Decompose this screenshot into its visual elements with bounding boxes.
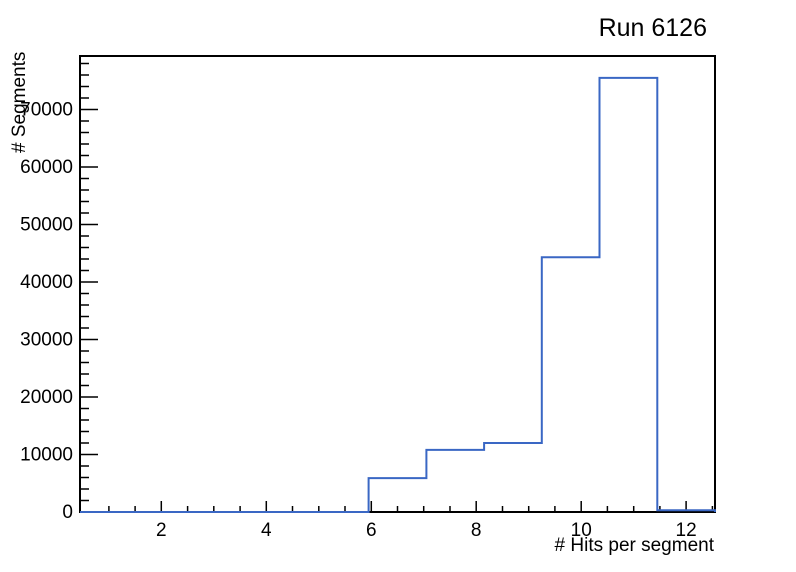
y-tick-label: 30000 [20, 330, 73, 351]
x-tick-label: 12 [676, 520, 697, 541]
plot-frame [79, 55, 716, 513]
histogram-line [80, 76, 716, 513]
x-tick-label: 6 [366, 520, 377, 541]
y-tick-label: 50000 [20, 215, 73, 236]
x-tick-label: 8 [471, 520, 482, 541]
y-tick-label: 20000 [20, 387, 73, 408]
x-axis-title: # Hits per segment [554, 535, 714, 556]
y-tick-label: 0 [62, 502, 73, 523]
y-tick-label: 60000 [20, 157, 73, 178]
x-tick-label: 10 [571, 520, 592, 541]
chart-title: Run 6126 [598, 14, 707, 42]
x-tick-label: 2 [156, 520, 167, 541]
y-tick-label: 10000 [20, 445, 73, 466]
y-axis-title: # Segments [9, 51, 30, 153]
y-tick-label: 40000 [20, 272, 73, 293]
y-tick-label: 70000 [20, 100, 73, 121]
x-tick-label: 4 [261, 520, 272, 541]
